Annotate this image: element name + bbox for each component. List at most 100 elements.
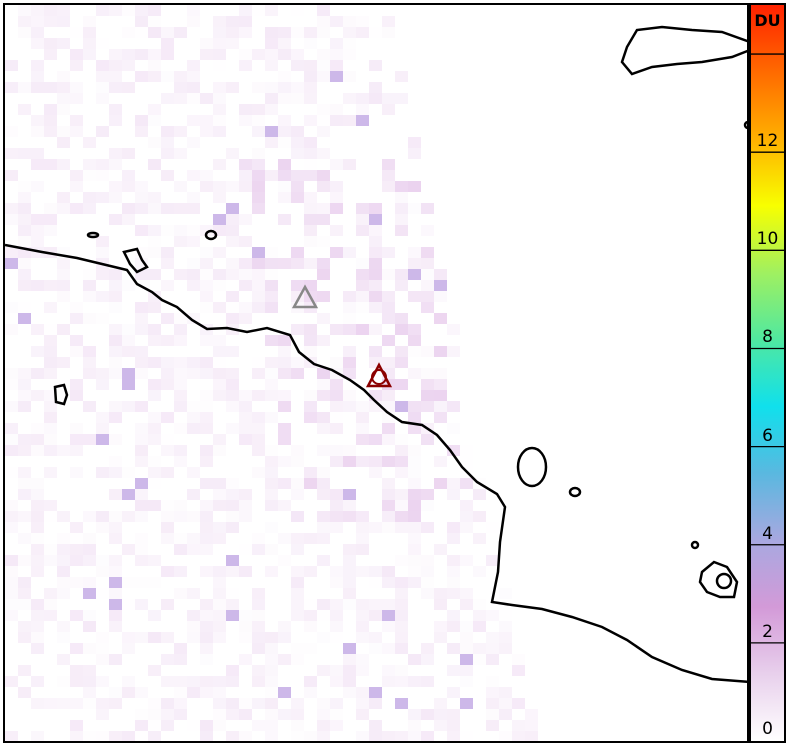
- so2-pixel: [18, 148, 31, 159]
- so2-pixel: [304, 71, 317, 82]
- so2-pixel: [408, 500, 421, 511]
- so2-pixel: [18, 632, 31, 643]
- so2-pixel: [135, 577, 148, 588]
- so2-pixel: [18, 192, 31, 203]
- so2-pixel: [343, 368, 356, 379]
- so2-pixel: [109, 687, 122, 698]
- so2-pixel: [213, 247, 226, 258]
- so2-pixel: [187, 401, 200, 412]
- so2-pixel: [5, 170, 18, 181]
- so2-pixel: [252, 126, 265, 137]
- so2-pixel: [200, 126, 213, 137]
- so2-pixel: [369, 214, 382, 225]
- so2-pixel: [252, 115, 265, 126]
- so2-pixel: [226, 709, 239, 720]
- so2-pixel: [44, 5, 57, 16]
- map-svg: [5, 5, 747, 741]
- so2-pixel: [57, 126, 70, 137]
- so2-pixel: [122, 676, 135, 687]
- so2-pixel: [5, 82, 18, 93]
- so2-pixel: [265, 632, 278, 643]
- so2-pixel: [161, 445, 174, 456]
- so2-pixel: [96, 522, 109, 533]
- so2-pixel: [421, 379, 434, 390]
- so2-pixel: [226, 489, 239, 500]
- so2-pixel: [291, 533, 304, 544]
- so2-pixel: [187, 5, 200, 16]
- so2-pixel: [135, 346, 148, 357]
- so2-pixel: [70, 467, 83, 478]
- so2-pixel: [135, 368, 148, 379]
- so2-pixel: [330, 71, 343, 82]
- so2-pixel: [291, 5, 304, 16]
- so2-pixel: [213, 49, 226, 60]
- island: [516, 446, 548, 488]
- so2-pixel: [18, 181, 31, 192]
- so2-pixel: [239, 280, 252, 291]
- so2-pixel: [83, 676, 96, 687]
- so2-pixel: [278, 170, 291, 181]
- so2-pixel: [187, 632, 200, 643]
- so2-pixel: [96, 269, 109, 280]
- so2-pixel: [18, 225, 31, 236]
- so2-pixel: [96, 291, 109, 302]
- so2-pixel: [70, 126, 83, 137]
- so2-pixel: [109, 522, 122, 533]
- so2-pixel: [83, 687, 96, 698]
- so2-pixel: [187, 489, 200, 500]
- so2-pixel: [291, 478, 304, 489]
- so2-pixel: [161, 632, 174, 643]
- so2-pixel: [148, 357, 161, 368]
- so2-pixel: [395, 225, 408, 236]
- so2-pixel: [31, 225, 44, 236]
- so2-pixel: [187, 203, 200, 214]
- so2-pixel: [356, 280, 369, 291]
- island-top-right: [620, 25, 747, 76]
- so2-pixel: [96, 511, 109, 522]
- so2-pixel: [291, 82, 304, 93]
- so2-pixel: [5, 467, 18, 478]
- so2-pixel: [18, 687, 31, 698]
- so2-pixel: [161, 467, 174, 478]
- so2-pixel: [356, 412, 369, 423]
- so2-pixel: [395, 324, 408, 335]
- so2-pixel: [18, 280, 31, 291]
- so2-pixel: [57, 38, 70, 49]
- so2-pixel: [70, 643, 83, 654]
- so2-pixel: [317, 709, 330, 720]
- so2-pixel: [96, 159, 109, 170]
- so2-pixel: [135, 456, 148, 467]
- so2-pixel: [148, 731, 161, 741]
- so2-pixel: [96, 566, 109, 577]
- so2-pixel: [109, 566, 122, 577]
- so2-pixel: [291, 49, 304, 60]
- so2-pixel: [57, 93, 70, 104]
- so2-pixel: [317, 379, 330, 390]
- so2-pixel: [148, 544, 161, 555]
- so2-pixel: [174, 500, 187, 511]
- so2-pixel: [57, 137, 70, 148]
- so2-pixel: [395, 577, 408, 588]
- so2-pixel: [109, 511, 122, 522]
- so2-pixel: [317, 115, 330, 126]
- so2-pixel: [499, 621, 512, 632]
- so2-pixel: [304, 390, 317, 401]
- so2-pixel: [356, 203, 369, 214]
- so2-pixel: [83, 621, 96, 632]
- so2-pixel: [356, 522, 369, 533]
- so2-pixel: [421, 522, 434, 533]
- so2-pixel: [291, 654, 304, 665]
- so2-pixel: [265, 60, 278, 71]
- so2-pixel: [382, 423, 395, 434]
- so2-pixel: [122, 203, 135, 214]
- so2-pixel: [200, 401, 213, 412]
- so2-pixel: [317, 533, 330, 544]
- so2-pixel: [70, 555, 83, 566]
- so2-pixel: [486, 610, 499, 621]
- so2-pixel: [304, 335, 317, 346]
- so2-pixel: [421, 368, 434, 379]
- so2-pixel: [96, 709, 109, 720]
- so2-pixel: [408, 335, 421, 346]
- so2-pixel: [265, 170, 278, 181]
- so2-pixel: [447, 324, 460, 335]
